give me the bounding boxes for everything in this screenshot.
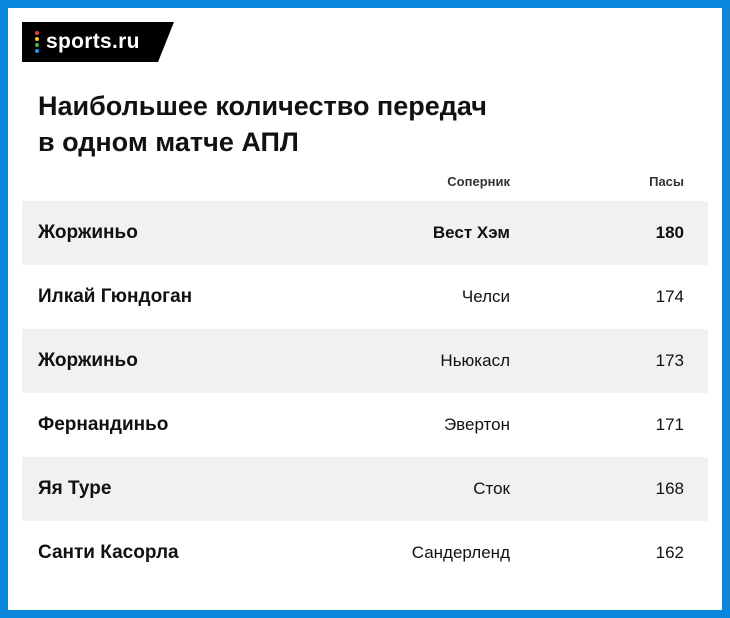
title-line-1: Наибольшее количество передач [38,91,487,121]
table-row: Илкай Гюндоган Челси 174 [22,265,708,329]
table-row: Жоржиньо Вест Хэм 180 [22,201,708,265]
passes-cell: 180 [655,223,684,242]
title-line-2: в одном матче АПЛ [38,127,299,157]
opponent-cell: Ньюкасл [440,351,510,370]
logo-dots-icon [35,31,39,53]
player-cell: Илкай Гюндоган [38,286,193,307]
player-cell: Жоржиньо [38,222,138,243]
header-passes: Пасы [649,174,684,189]
opponent-cell: Сток [473,479,510,498]
table-row: Жоржиньо Ньюкасл 173 [22,329,708,393]
logo-text: sports.ru [46,30,140,53]
opponent-cell: Челси [461,287,510,306]
player-cell: Яя Туре [38,478,112,499]
player-cell: Фернандиньо [38,414,169,435]
passes-cell: 168 [655,479,684,498]
sports-ru-logo: sports.ru [22,22,174,62]
table-row: Яя Туре Сток 168 [22,457,708,521]
passes-cell: 174 [655,287,684,306]
passes-cell: 173 [655,351,684,370]
opponent-cell: Вест Хэм [432,223,510,242]
table-header-row: Соперник Пасы [22,174,708,189]
player-cell: Санти Касорла [38,542,179,563]
player-cell: Жоржиньо [38,350,138,371]
passes-cell: 162 [655,543,684,562]
passes-cell: 171 [655,415,684,434]
opponent-cell: Эвертон [443,415,510,434]
opponent-cell: Сандерленд [411,543,510,562]
header-opponent: Соперник [447,174,510,189]
table-body: Жоржиньо Вест Хэм 180 Илкай Гюндоган Чел… [22,201,708,585]
table-row: Санти Касорла Сандерленд 162 [22,521,708,585]
table-row: Фернандиньо Эвертон 171 [22,393,708,457]
page-title: Наибольшее количество передач в одном ма… [38,88,692,160]
infographic-card: sports.ru Наибольшее количество передач … [8,8,722,610]
